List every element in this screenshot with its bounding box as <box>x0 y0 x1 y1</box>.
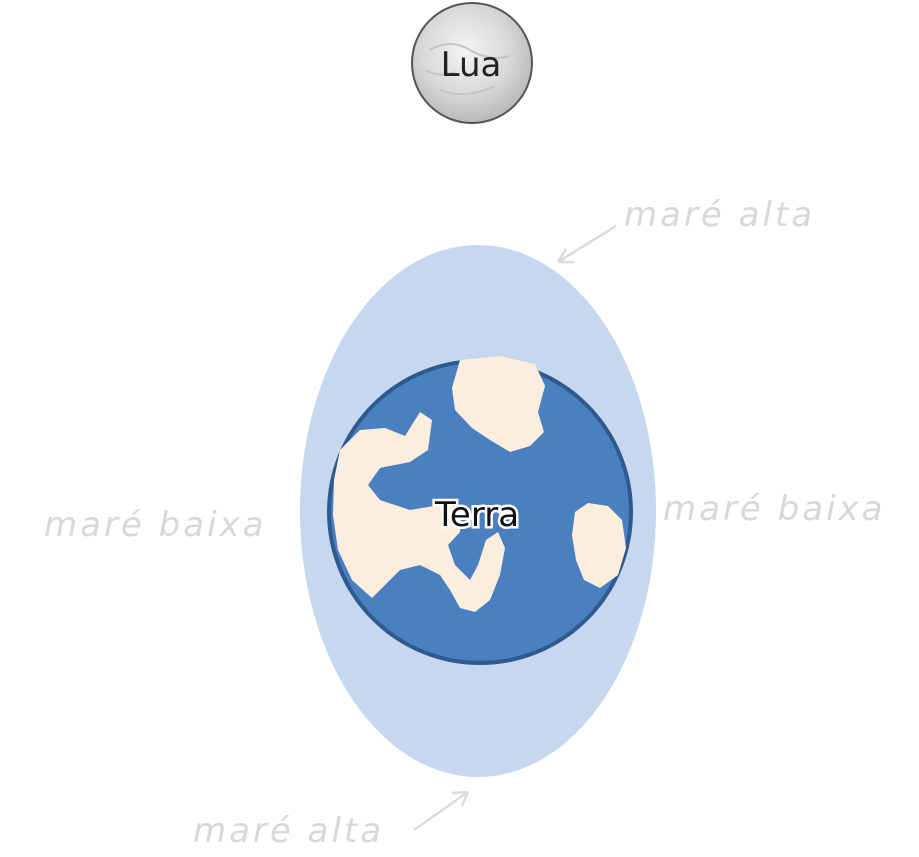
moon-label: Lua <box>441 45 502 85</box>
land-top <box>452 356 545 452</box>
high-tide-bottom-arrow <box>413 790 470 832</box>
earth-label: Terra <box>434 495 519 535</box>
moon: Lua <box>411 2 533 124</box>
low-tide-right-label: maré baixa <box>663 489 885 529</box>
high-tide-top-label: maré alta <box>624 195 815 235</box>
low-tide-left-label: maré baixa <box>44 505 266 545</box>
high-tide-bottom-label: maré alta <box>193 811 384 851</box>
high-tide-top-arrow <box>556 224 617 264</box>
earth: Terra <box>327 356 633 665</box>
land-left <box>333 412 505 612</box>
land-right <box>572 503 626 588</box>
moon-texture <box>424 43 511 96</box>
moon-circle <box>411 2 533 124</box>
